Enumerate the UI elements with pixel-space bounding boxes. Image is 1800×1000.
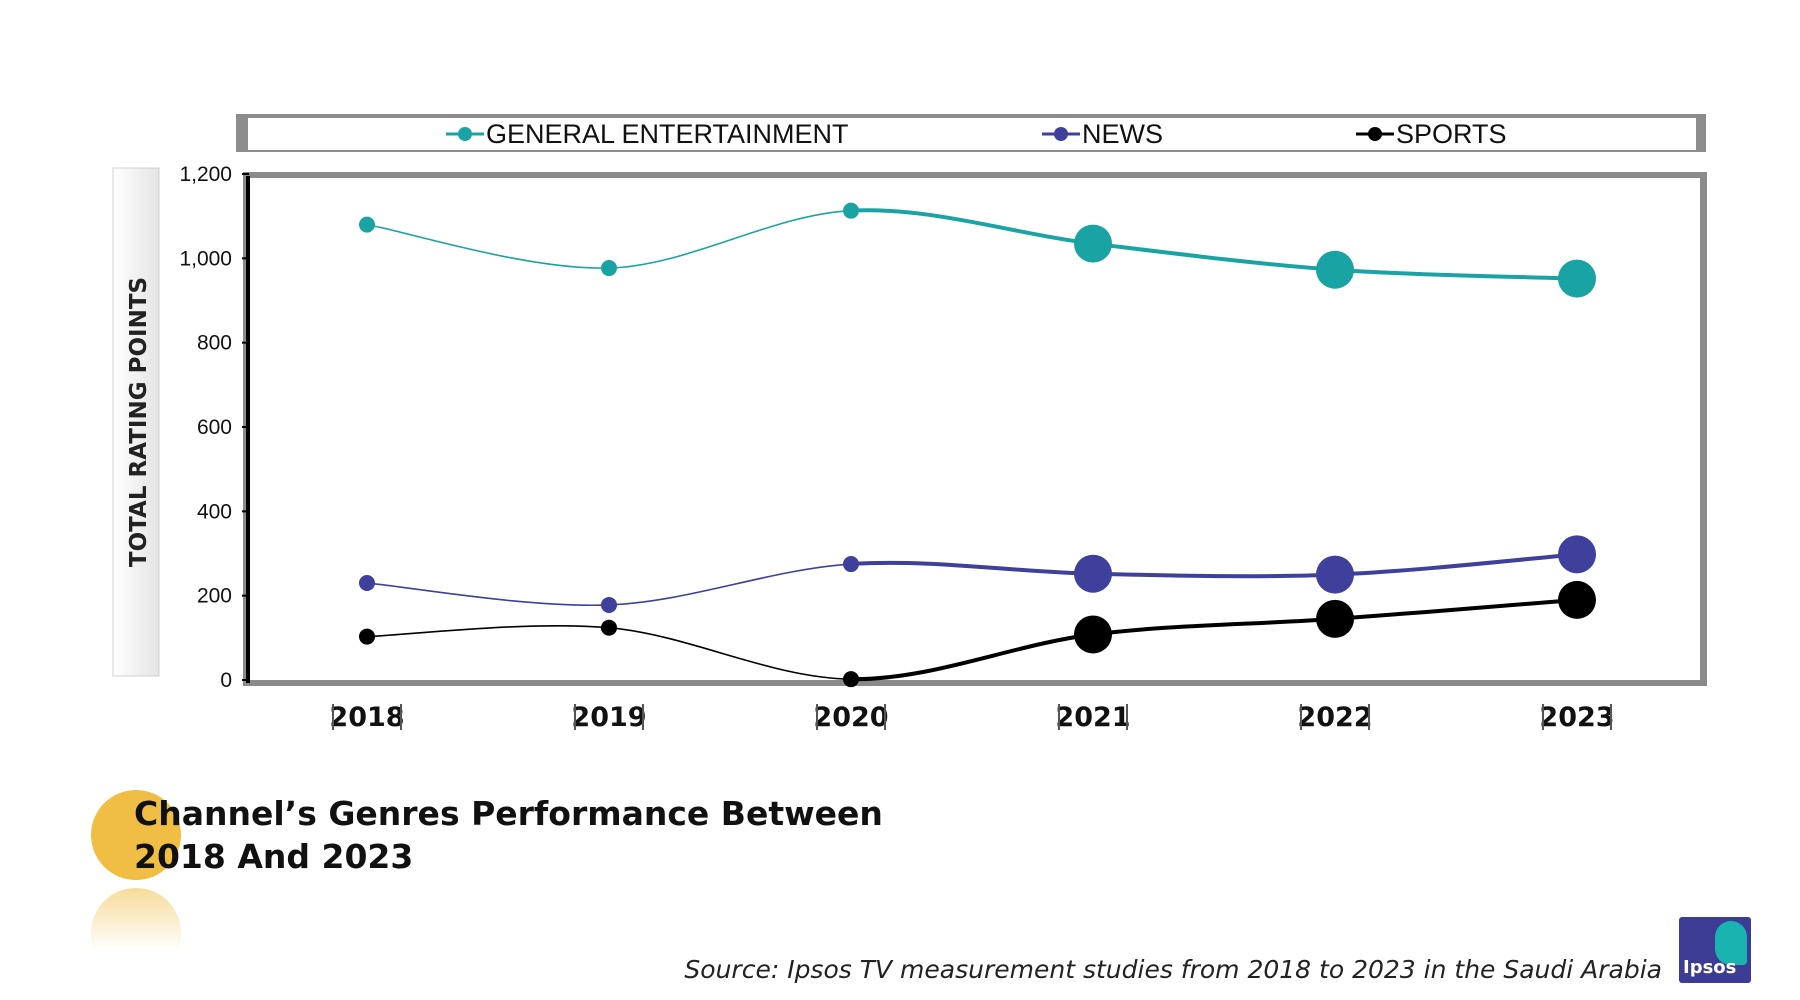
- plot-area: 0 200 400 600 800 1,000 1,200 2018 2019 2020 2021…: [179, 163, 1707, 733]
- y-tick-label: 600: [197, 416, 232, 439]
- data-point: [1316, 555, 1354, 594]
- x-tick-label: 2020: [813, 702, 888, 733]
- x-tick-label: 2023: [1539, 702, 1614, 733]
- logo-text: Ipsos: [1683, 957, 1737, 978]
- chart-title-line-2: 2018 And 2023: [134, 837, 414, 876]
- data-point: [1074, 224, 1112, 263]
- x-tick-label: 2021: [1055, 702, 1130, 733]
- legend-background: [248, 118, 1696, 150]
- data-point: [359, 628, 375, 645]
- y-tick-label: 1,200: [179, 163, 232, 186]
- data-point: [601, 596, 617, 613]
- x-tick-label: 2018: [329, 702, 404, 733]
- chart-title: Channel’s Genres Performance Between 201…: [134, 792, 1034, 878]
- legend-label: GENERAL ENTERTAINMENT: [486, 119, 849, 149]
- legend-swatch-marker: [1368, 127, 1382, 141]
- chart-title-line-1: Channel’s Genres Performance Between: [134, 794, 883, 833]
- legend: GENERAL ENTERTAINMENT NEWS SPORTS: [236, 114, 1706, 152]
- series-news: [359, 535, 1596, 613]
- legend-swatch-marker: [458, 127, 472, 141]
- y-tick-label: 200: [197, 585, 232, 608]
- data-point: [843, 671, 859, 688]
- y-axis-label: TOTAL RATING POINTS: [126, 277, 152, 567]
- data-point: [1558, 580, 1596, 619]
- data-point: [843, 556, 859, 573]
- series-line-thick: [850, 597, 1578, 682]
- legend-item: GENERAL ENTERTAINMENT: [446, 119, 849, 149]
- data-point: [601, 260, 617, 277]
- data-point: [1074, 615, 1112, 654]
- legend-item: SPORTS: [1356, 119, 1507, 149]
- data-point: [1558, 259, 1596, 298]
- decorative-circle-reflection: [91, 888, 181, 978]
- data-point: [1316, 599, 1354, 638]
- logo-mark-icon: [1715, 921, 1747, 965]
- data-point: [843, 202, 859, 219]
- legend-item: NEWS: [1042, 119, 1163, 149]
- y-tick-label: 1,000: [179, 247, 232, 270]
- data-point: [359, 575, 375, 592]
- legend-label: NEWS: [1082, 119, 1163, 149]
- data-point: [359, 216, 375, 233]
- legend-swatch-marker: [1054, 127, 1068, 141]
- y-tick-label: 0: [220, 669, 232, 692]
- legend-label: SPORTS: [1396, 119, 1507, 149]
- y-tick-label: 400: [197, 500, 232, 523]
- y-tick-label: 800: [197, 332, 232, 355]
- data-point: [1074, 554, 1112, 593]
- data-point: [1316, 250, 1354, 289]
- x-tick-label: 2022: [1297, 702, 1372, 733]
- series-line-thick: [850, 208, 1578, 281]
- ipsos-logo: Ipsos: [1679, 917, 1751, 983]
- data-point: [601, 619, 617, 636]
- plot-background: [250, 178, 1700, 680]
- x-tick-label: 2019: [571, 702, 646, 733]
- source-note: Source: Ipsos TV measurement studies fro…: [684, 955, 1662, 984]
- decorative-circle: [91, 790, 181, 880]
- series-sports: [359, 580, 1596, 688]
- y-axis-label-box: TOTAL RATING POINTS: [112, 167, 160, 677]
- series-general-entertainment: [359, 202, 1596, 298]
- y-axis-label-panel: [112, 167, 160, 677]
- data-point: [1558, 535, 1596, 574]
- series-line-thick: [850, 552, 1578, 579]
